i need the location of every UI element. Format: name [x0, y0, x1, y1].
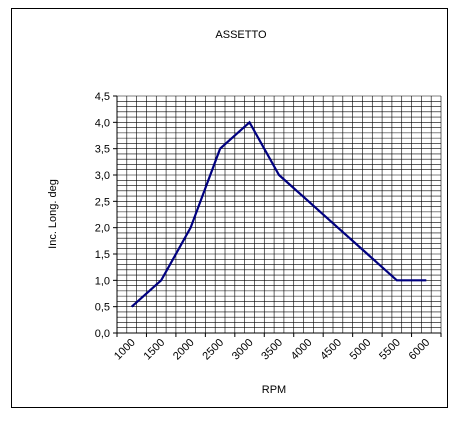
y-tick-label: 3,0	[95, 170, 110, 182]
y-tick-label: 1,5	[95, 249, 110, 261]
y-tick-label: 3,5	[95, 144, 110, 156]
x-tick-label: 2000	[171, 337, 197, 363]
y-tick-label: 2,5	[95, 196, 110, 208]
y-tick-label: 1,0	[95, 275, 110, 287]
x-tick-label: 4500	[318, 337, 344, 363]
x-axis-title: RPM	[262, 384, 286, 396]
chart-title: ASSETTO	[215, 29, 267, 41]
y-tick-label: 0,0	[95, 328, 110, 340]
plot-background	[117, 96, 441, 333]
plot-area: 0,0 0,5 1,0 1,5 2,0 2,5 3,0 3,5 4,0 4,5 1000 1500 20…	[95, 91, 442, 363]
x-tick-label: 3000	[230, 337, 256, 363]
x-tick-label: 6000	[407, 337, 433, 363]
x-tick-label: 1500	[142, 337, 168, 363]
y-tick-label: 4,0	[95, 117, 110, 129]
x-tick-label: 2500	[200, 337, 226, 363]
y-tick-label: 2,0	[95, 223, 110, 235]
x-tick-label: 4000	[289, 337, 315, 363]
x-tick-label: 5000	[348, 337, 374, 363]
y-tick-label: 4,5	[95, 91, 110, 103]
x-tick-label: 3500	[259, 337, 285, 363]
y-tick-label: 0,5	[95, 302, 110, 314]
x-tick-label: 5500	[377, 337, 403, 363]
x-tick-label: 1000	[112, 337, 138, 363]
y-axis-title: Inc. Long. deg	[47, 179, 59, 249]
